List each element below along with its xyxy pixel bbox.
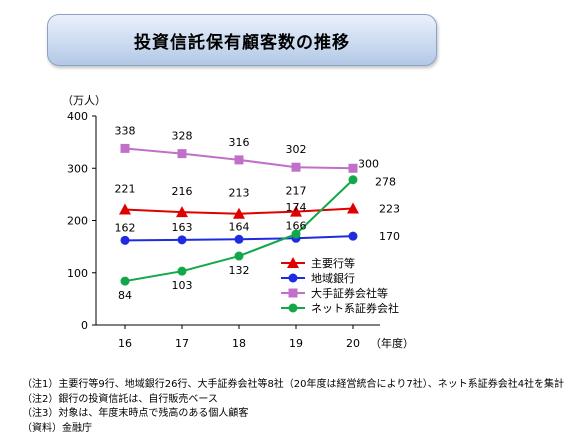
y-tick-label: 200 [67,215,88,228]
data-label-major-securities: 338 [115,124,136,137]
circle-marker [120,276,130,286]
data-label-online-securities: 84 [118,289,132,302]
data-label-major-banks: 213 [229,187,250,200]
y-tick-label: 300 [67,162,88,175]
chart-title: 投資信託保有顧客数の推移 [134,32,350,53]
legend-item-online-securities: ネット系証券会社 [281,301,399,315]
legend-item-regional-banks: 地域銀行 [281,271,355,285]
data-label-regional-banks: 163 [172,221,193,234]
circle-marker [288,303,298,313]
line-chart: 0 100 200 300 400 16 17 18 19 20 （万人） （年度） 221 216 21… [62,94,414,350]
triangle-marker [119,203,131,215]
note-2: （注2）銀行の投資信託は、自行販売ベース [22,393,218,405]
y-tick-label: 400 [67,110,88,123]
x-tick-label: 16 [118,337,132,350]
chart-axes: 0 100 200 300 400 16 17 18 19 20 （万人） （年度） [62,94,414,350]
y-tick-label: 100 [67,267,88,280]
data-label-regional-banks: 170 [379,230,400,243]
square-marker [348,163,358,173]
x-tick-label: 17 [175,337,189,350]
chart-data-labels: 221 216 213 217 223 162 163 164 166 170 338 328 316 3… [115,124,401,302]
circle-marker [291,229,301,239]
data-label-major-securities: 316 [229,136,250,149]
note-source: （資料）金融庁 [22,422,92,434]
square-marker [120,143,130,153]
chart-title-box: 投資信託保有顧客数の推移 [47,14,437,66]
data-label-online-securities: 103 [172,279,193,292]
data-label-online-securities: 174 [286,201,307,214]
square-marker [177,149,187,159]
legend-item-major-securities: 大手証券会社等 [281,286,388,300]
circle-marker [348,231,358,241]
series-online-securities [120,175,358,286]
x-tick-label: 19 [289,337,303,350]
circle-marker [177,266,187,276]
data-label-major-banks: 216 [172,185,193,198]
legend-item-major-banks: 主要行等 [281,256,355,270]
y-tick-label: 0 [81,319,88,332]
legend-label: ネット系証券会社 [311,301,399,315]
data-label-major-banks: 221 [115,183,136,196]
circle-marker [120,235,130,245]
triangle-marker [176,206,188,218]
data-label-online-securities: 278 [375,176,396,189]
legend-label: 地域銀行 [311,271,355,285]
square-marker [234,155,244,165]
circle-marker [234,251,244,261]
triangle-marker [290,205,302,217]
series-regional-banks [120,231,358,245]
square-marker [288,288,298,298]
data-label-regional-banks: 162 [115,221,136,234]
triangle-marker [233,207,245,219]
circle-marker [348,175,358,185]
data-label-major-securities: 328 [172,130,193,143]
circle-marker [234,234,244,244]
y-axis-label: （万人） [62,94,106,107]
data-label-major-banks: 223 [379,202,400,215]
data-label-major-banks: 217 [286,185,307,198]
x-axis-label: （年度） [370,336,414,350]
x-tick-label: 20 [346,337,360,350]
data-label-major-securities: 302 [286,143,307,156]
triangle-marker [347,202,359,214]
triangle-marker [287,257,299,268]
series-major-securities [120,143,358,173]
note-1: （注1）主要行等9行、地域銀行26行、大手証券会社等8社（20年度は経営統合によ… [22,379,565,390]
data-label-regional-banks: 166 [286,219,307,232]
data-label-online-securities: 132 [229,264,250,277]
square-marker [291,162,301,172]
chart-notes: （注1）主要行等9行、地域銀行26行、大手証券会社等8社（20年度は経営統合によ… [22,378,564,436]
legend-label: 大手証券会社等 [311,286,388,300]
data-label-major-securities: 300 [358,157,379,170]
series-major-banks [119,202,359,219]
circle-marker [177,235,187,245]
circle-marker [288,273,298,283]
legend-label: 主要行等 [311,256,355,270]
chart-series-lines [119,143,359,286]
note-3: （注3）対象は、年度末時点で残高のある個人顧客 [22,408,249,419]
x-tick-label: 18 [232,337,246,350]
data-label-regional-banks: 164 [229,220,250,233]
